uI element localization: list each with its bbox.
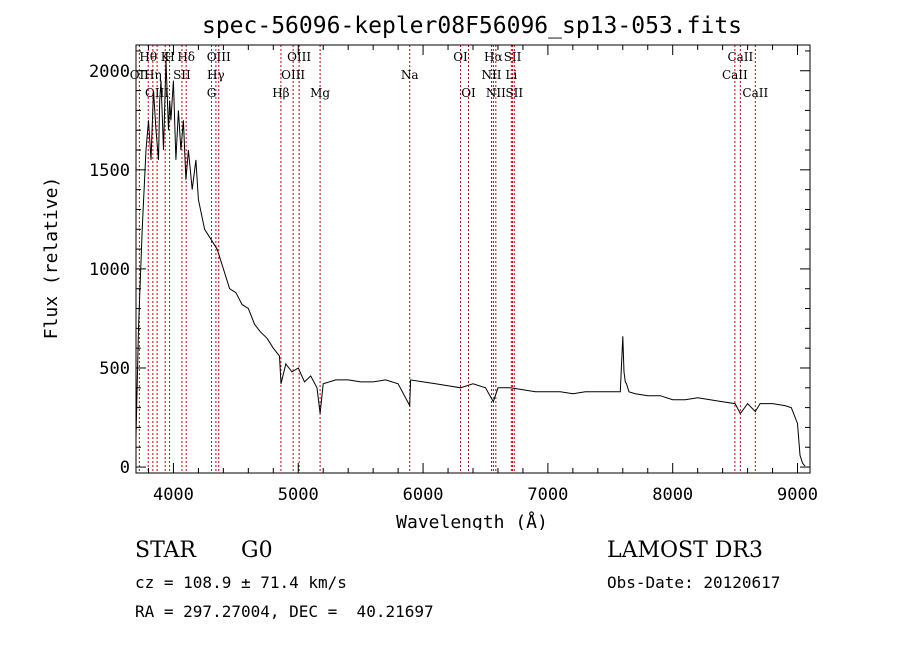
x-tick-label: 5000 <box>278 485 319 505</box>
marker-label-6: SII <box>173 68 191 82</box>
marker-label-21: SII <box>504 50 522 64</box>
marker-label-24: CaII <box>727 50 753 64</box>
x-axis-label: Wavelength (Å) <box>396 511 548 530</box>
marker-label-25: CaII <box>722 68 748 82</box>
marker-label-15: Na <box>401 68 419 82</box>
marker-label-3: Hη <box>144 68 162 82</box>
object-subclass: G0 <box>241 538 273 563</box>
marker-label-22: Li <box>505 68 517 82</box>
observation-date: Obs-Date: 20120617 <box>607 573 781 592</box>
y-tick-label: 0 <box>120 458 130 478</box>
redshift-value: cz = 108.9 ± 71.4 km/s <box>135 573 347 592</box>
marker-label-10: G <box>207 86 217 100</box>
x-tick-label: 6000 <box>403 485 444 505</box>
x-tick-label: 9000 <box>777 485 818 505</box>
marker-label-23: SII <box>505 86 523 100</box>
marker-label-13: OIII <box>281 68 305 82</box>
marker-label-4: K <box>161 50 171 64</box>
marker-label-14: Mg <box>310 86 330 100</box>
x-tick-label: 4000 <box>153 485 194 505</box>
marker-label-20: NII <box>486 86 506 100</box>
y-axis-label: Flux (relative) <box>41 177 62 340</box>
marker-label-9: Hγ <box>207 68 225 82</box>
coordinates: RA = 297.27004, DEC = 40.21697 <box>135 602 434 621</box>
marker-label-8: OIII <box>207 50 231 64</box>
survey-name: LAMOST DR3 <box>607 538 763 563</box>
spectrum-chart: spec-56096-kepler08F56096_sp13-053.fits … <box>41 13 818 530</box>
plot-frame <box>135 44 811 474</box>
x-tick-label: 7000 <box>527 485 568 505</box>
marker-label-7: Hδ <box>177 50 195 64</box>
chart-title: spec-56096-kepler08F56096_sp13-053.fits <box>202 13 742 39</box>
flux-series-line <box>135 60 806 467</box>
x-tick-label: 8000 <box>652 485 693 505</box>
marker-label-11: Hβ <box>272 86 289 100</box>
marker-label-0: Hθ <box>139 50 157 64</box>
marker-label-16: OI <box>453 50 468 64</box>
y-tick-label: 1000 <box>89 260 130 280</box>
y-tick-label: 1500 <box>89 161 130 181</box>
marker-label-12: OIII <box>287 50 311 64</box>
marker-label-17: OI <box>461 86 476 100</box>
marker-label-18: Hα <box>484 50 503 64</box>
y-tick-label: 500 <box>99 359 130 379</box>
marker-label-19: NII <box>481 68 501 82</box>
marker-label-26: CaII <box>742 86 768 100</box>
axes: 4000 5000 6000 7000 8000 9000 0 500 1000 1500 2000 <box>89 44 818 505</box>
marker-label-5: H <box>164 50 174 64</box>
marker-label-2: OIII <box>145 86 169 100</box>
marker-label-1: OII <box>130 68 150 82</box>
object-class: STAR <box>135 538 196 563</box>
y-tick-label: 2000 <box>89 62 130 82</box>
line-markers: Hθ OII OIII Hη KH SII Hδ OIII Hγ G Hβ OIII OIII Mg Na O… <box>130 45 768 473</box>
